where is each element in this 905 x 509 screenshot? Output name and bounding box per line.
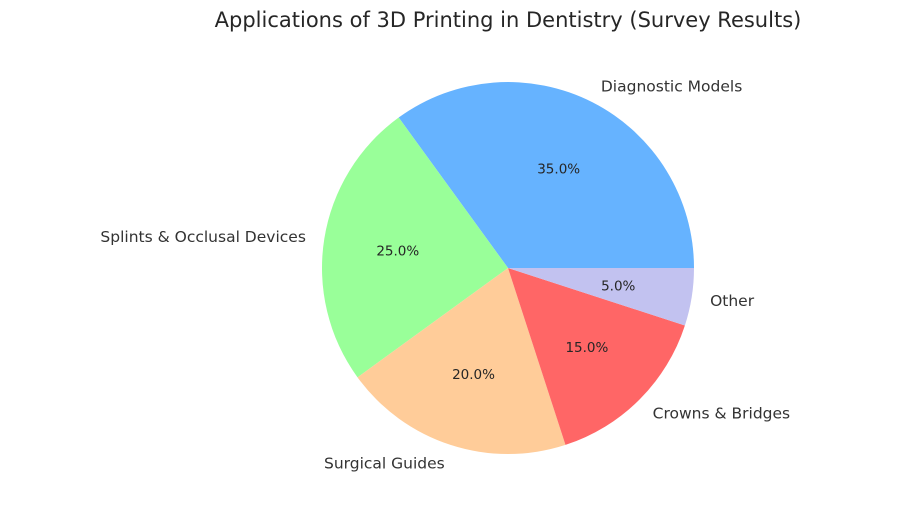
percent-label: 25.0% [376, 244, 419, 260]
percent-label: 5.0% [601, 278, 635, 294]
percent-label: 35.0% [537, 162, 580, 178]
pie-labels: 35.0% Diagnostic Models 25.0% Splints & Occ… [100, 78, 790, 473]
category-label: Other [710, 292, 755, 310]
chart-title: Applications of 3D Printing in Dentistry… [215, 8, 802, 32]
percent-label: 20.0% [452, 367, 495, 383]
category-label: Diagnostic Models [601, 78, 742, 96]
pie-slice-crowns-bridges [508, 268, 685, 445]
pie-slice-surgical-guides [357, 268, 566, 454]
pie-slice-splints-occlusal-devices [321, 117, 508, 378]
category-label: Surgical Guides [324, 455, 445, 473]
category-label: Crowns & Bridges [653, 405, 790, 423]
percent-label: 15.0% [565, 340, 608, 356]
pie-slices [321, 81, 694, 454]
pie-slice-diagnostic-models [398, 81, 694, 268]
pie-slice-other [508, 268, 694, 326]
category-label: Splints & Occlusal Devices [100, 228, 305, 246]
